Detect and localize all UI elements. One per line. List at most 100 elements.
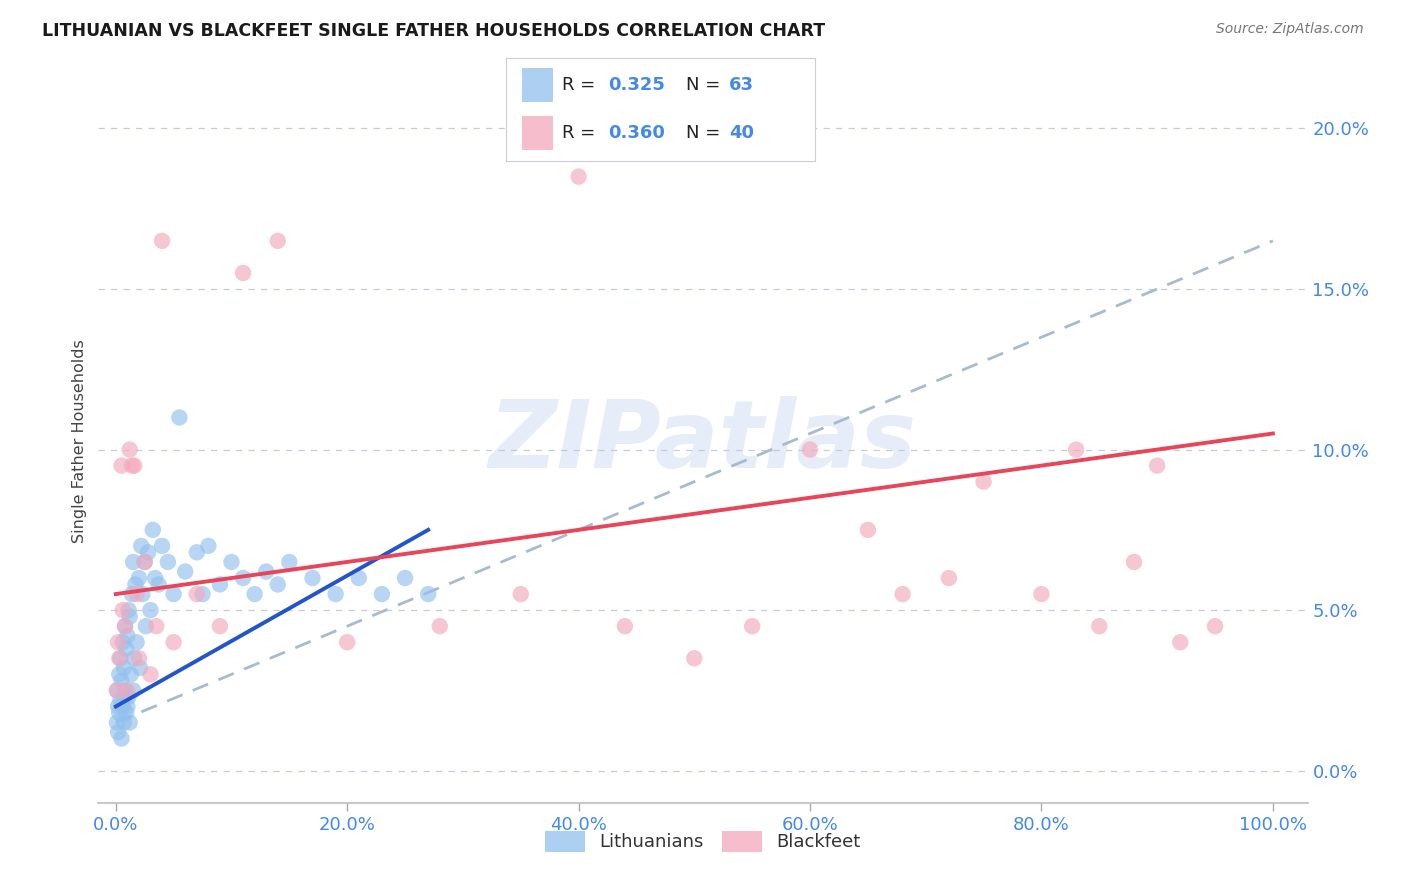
Point bbox=[856, 523, 879, 537]
Point bbox=[267, 234, 290, 248]
Point bbox=[169, 410, 191, 425]
Point bbox=[117, 629, 139, 643]
Point bbox=[278, 555, 301, 569]
Point bbox=[371, 587, 394, 601]
Point bbox=[938, 571, 960, 585]
Point bbox=[162, 635, 184, 649]
Point bbox=[111, 603, 134, 617]
Point bbox=[110, 693, 132, 707]
Bar bbox=[522, 69, 553, 102]
Point bbox=[114, 683, 136, 698]
Point bbox=[117, 690, 139, 704]
Point bbox=[145, 619, 167, 633]
Point bbox=[156, 555, 179, 569]
Point bbox=[107, 725, 129, 739]
Point bbox=[118, 442, 141, 457]
Point bbox=[208, 619, 231, 633]
Point bbox=[325, 587, 347, 601]
Point bbox=[197, 539, 219, 553]
Point bbox=[1204, 619, 1226, 633]
Point bbox=[186, 545, 208, 559]
Point bbox=[136, 545, 159, 559]
Point bbox=[110, 651, 132, 665]
Point bbox=[174, 565, 197, 579]
Point bbox=[741, 619, 763, 633]
Point bbox=[347, 571, 370, 585]
Text: N =: N = bbox=[686, 124, 725, 143]
Point bbox=[129, 539, 152, 553]
Point bbox=[131, 587, 153, 601]
Point bbox=[191, 587, 214, 601]
Point bbox=[568, 169, 591, 184]
Point bbox=[117, 603, 139, 617]
Point bbox=[134, 555, 156, 569]
Point bbox=[118, 715, 141, 730]
Point bbox=[1123, 555, 1146, 569]
Point bbox=[232, 571, 254, 585]
Point bbox=[429, 619, 451, 633]
Point bbox=[110, 731, 132, 746]
Point bbox=[150, 539, 173, 553]
Point bbox=[301, 571, 323, 585]
Point bbox=[128, 571, 150, 585]
Point bbox=[150, 234, 173, 248]
Point bbox=[139, 667, 162, 681]
Point bbox=[139, 603, 162, 617]
Point bbox=[186, 587, 208, 601]
Point bbox=[105, 683, 128, 698]
Text: R =: R = bbox=[562, 76, 600, 95]
Point bbox=[111, 699, 134, 714]
Point bbox=[115, 706, 138, 720]
Point bbox=[891, 587, 914, 601]
Point bbox=[267, 577, 290, 591]
Point bbox=[129, 661, 152, 675]
Point bbox=[124, 577, 146, 591]
Point bbox=[118, 609, 141, 624]
Point bbox=[114, 619, 136, 633]
Point bbox=[973, 475, 995, 489]
Point bbox=[117, 683, 139, 698]
Point bbox=[105, 683, 128, 698]
Point bbox=[110, 458, 132, 473]
Point bbox=[418, 587, 440, 601]
Point bbox=[107, 699, 129, 714]
Point bbox=[509, 587, 531, 601]
Point bbox=[122, 683, 145, 698]
Point bbox=[112, 715, 135, 730]
Text: 0.325: 0.325 bbox=[609, 76, 665, 95]
Text: 63: 63 bbox=[728, 76, 754, 95]
Point bbox=[162, 587, 184, 601]
Point bbox=[613, 619, 636, 633]
Point bbox=[122, 555, 145, 569]
Text: 40: 40 bbox=[728, 124, 754, 143]
Point bbox=[1168, 635, 1191, 649]
Point bbox=[1064, 442, 1087, 457]
Point bbox=[112, 661, 135, 675]
Point bbox=[799, 442, 821, 457]
Point bbox=[683, 651, 706, 665]
Point bbox=[121, 458, 143, 473]
Point bbox=[125, 635, 148, 649]
Text: N =: N = bbox=[686, 76, 725, 95]
Point bbox=[120, 667, 142, 681]
Point bbox=[243, 587, 266, 601]
Point bbox=[1031, 587, 1053, 601]
Text: 0.360: 0.360 bbox=[609, 124, 665, 143]
Point bbox=[121, 587, 143, 601]
Point bbox=[128, 651, 150, 665]
Point bbox=[117, 699, 139, 714]
Text: R =: R = bbox=[562, 124, 600, 143]
Text: ZIPatlas: ZIPatlas bbox=[489, 395, 917, 488]
Point bbox=[108, 651, 131, 665]
Point bbox=[107, 635, 129, 649]
Bar bbox=[522, 117, 553, 150]
Point bbox=[111, 635, 134, 649]
Point bbox=[1146, 458, 1168, 473]
Point bbox=[143, 571, 166, 585]
Point bbox=[142, 523, 165, 537]
Point bbox=[105, 715, 128, 730]
Point bbox=[114, 619, 136, 633]
Text: LITHUANIAN VS BLACKFEET SINGLE FATHER HOUSEHOLDS CORRELATION CHART: LITHUANIAN VS BLACKFEET SINGLE FATHER HO… bbox=[42, 22, 825, 40]
Point bbox=[208, 577, 231, 591]
Point bbox=[394, 571, 416, 585]
